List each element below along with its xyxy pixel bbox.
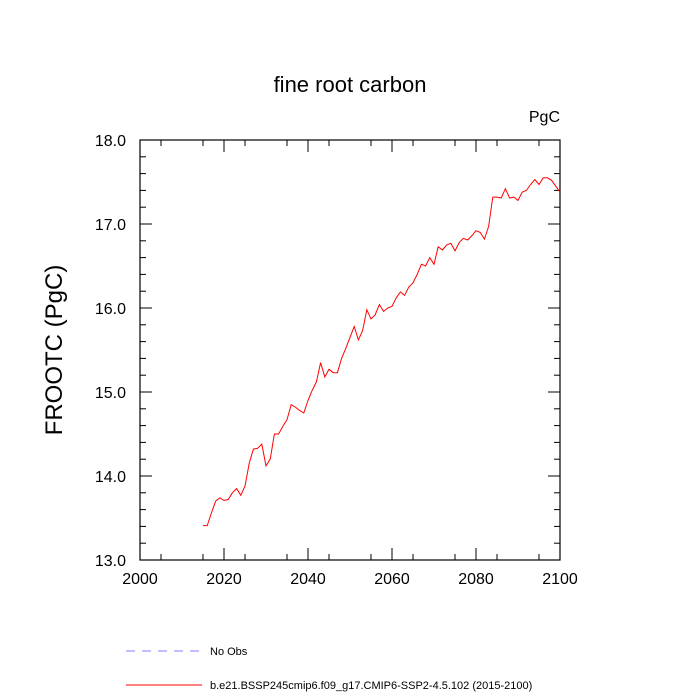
data-series-line — [203, 177, 561, 527]
y-tick-label: 15.0 — [95, 385, 126, 402]
tick-labels: 2000 2020 2040 2060 2080 2100 13.0 14.0 15.0 16.0… — [95, 133, 578, 588]
x-tick-label: 2000 — [122, 571, 158, 588]
x-tick-label: 2080 — [458, 571, 494, 588]
legend-no-obs-label: No Obs — [210, 646, 248, 658]
x-tick-label: 2040 — [290, 571, 326, 588]
x-tick-label: 2100 — [542, 571, 578, 588]
y-tick-label: 17.0 — [95, 217, 126, 234]
x-tick-label: 2020 — [206, 571, 242, 588]
chart-title: fine root carbon — [274, 72, 427, 97]
plot-frame — [139, 139, 561, 561]
legend: No Obs b.e21.BSSP245cmip6.f09_g17.CMIP6-… — [126, 646, 532, 692]
x-tick-label: 2060 — [374, 571, 410, 588]
legend-model-label: b.e21.BSSP245cmip6.f09_g17.CMIP6-SSP2-4.… — [210, 680, 532, 692]
y-tick-label: 13.0 — [95, 553, 126, 570]
y-axis-label: FROOTC (PgC) — [41, 265, 68, 436]
y-tick-label: 16.0 — [95, 301, 126, 318]
minor-ticks — [140, 140, 560, 560]
y-tick-label: 18.0 — [95, 133, 126, 150]
units-label: PgC — [529, 109, 560, 126]
major-ticks — [139, 139, 561, 561]
y-tick-label: 14.0 — [95, 469, 126, 486]
